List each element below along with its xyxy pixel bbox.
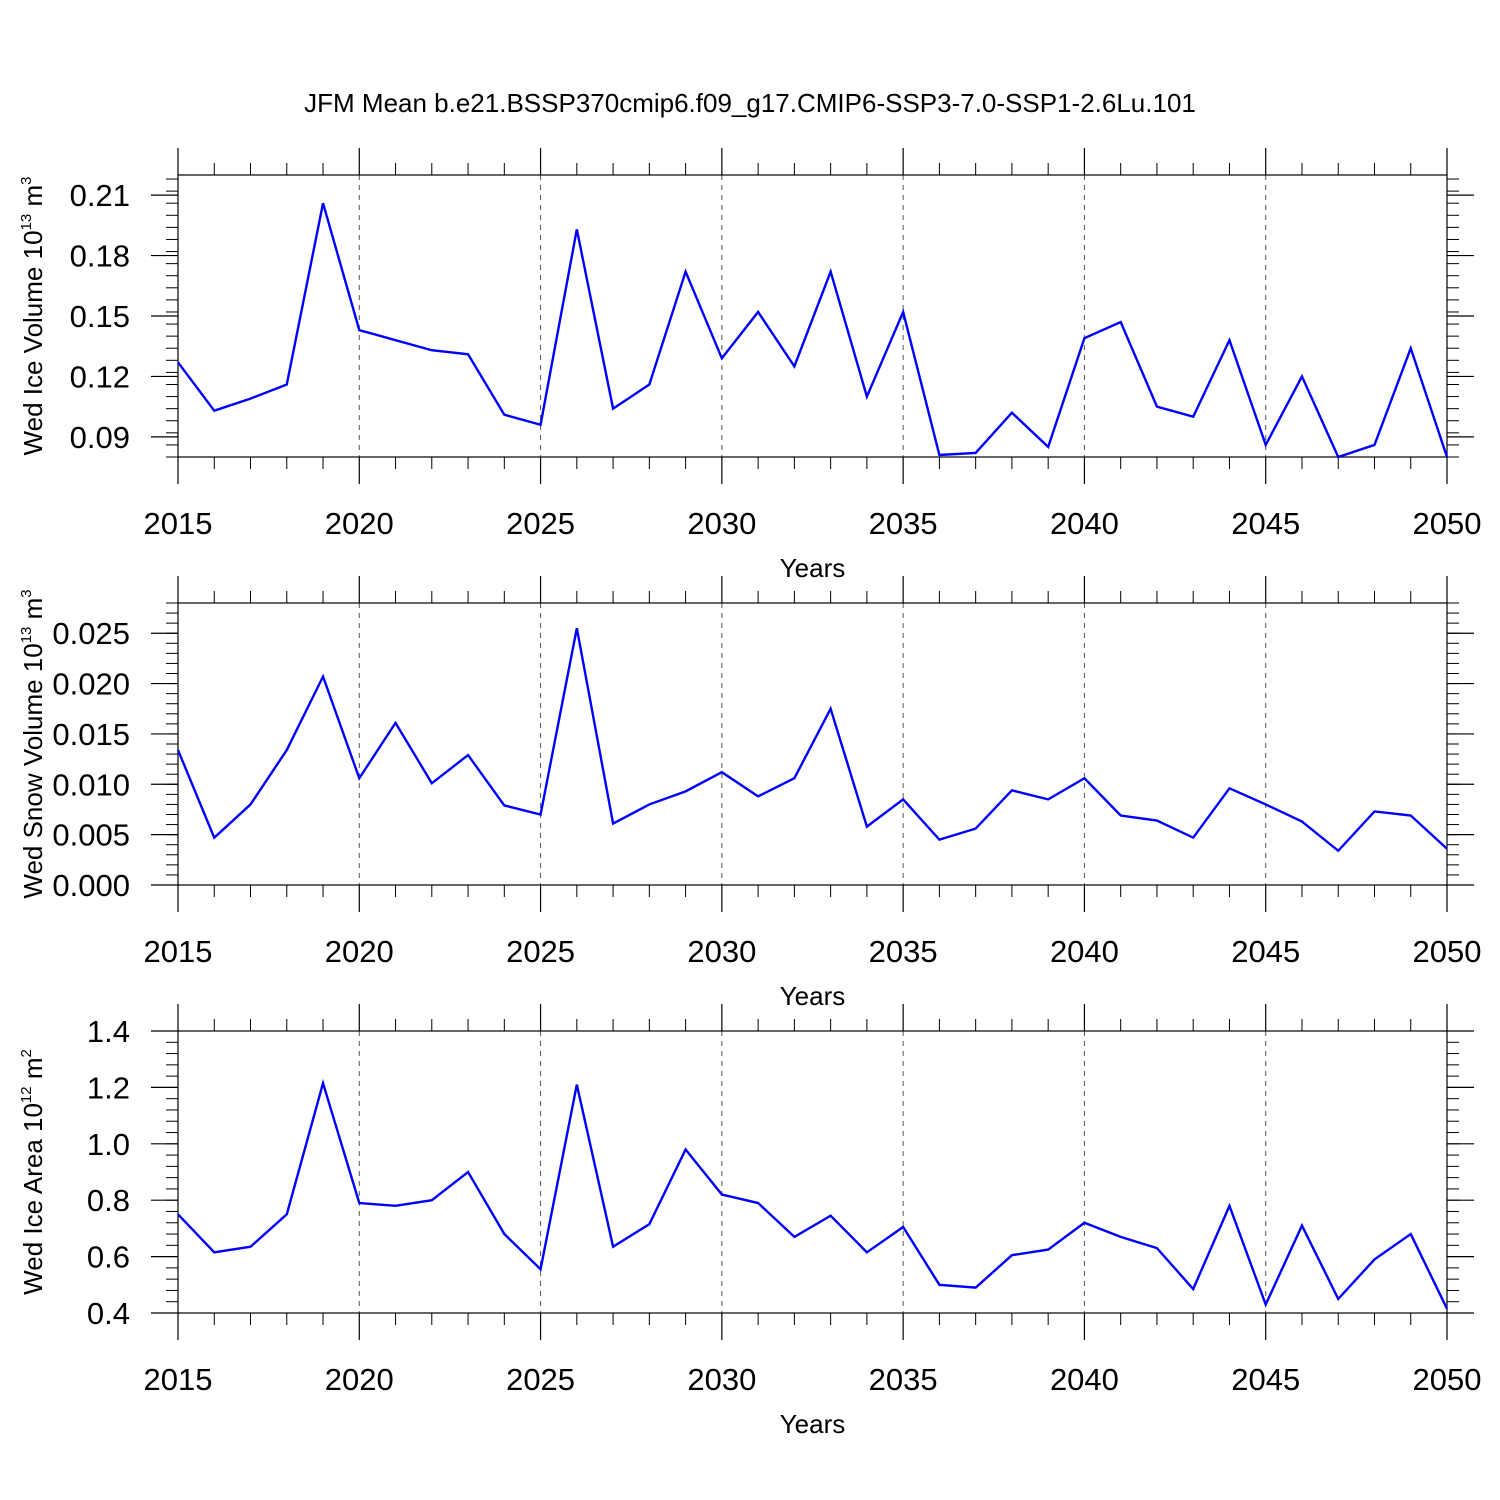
y-axis-label: Wed Ice Volume 1013 m3 <box>18 177 48 456</box>
y-tick-label: 0.8 <box>87 1183 130 1218</box>
x-tick-label: 2030 <box>687 506 756 541</box>
chart-title: JFM Mean b.e21.BSSP370cmip6.f09_g17.CMIP… <box>304 88 1196 118</box>
x-tick-label: 2050 <box>1413 1362 1482 1397</box>
x-tick-label: 2015 <box>144 934 213 969</box>
x-tick-label: 2050 <box>1413 934 1482 969</box>
x-tick-label: 2025 <box>506 506 575 541</box>
y-tick-label: 0.18 <box>70 239 130 274</box>
y-tick-label: 0.21 <box>70 178 130 213</box>
x-tick-label: 2045 <box>1231 934 1300 969</box>
x-tick-label: 2050 <box>1413 506 1482 541</box>
x-tick-label: 2015 <box>144 506 213 541</box>
y-tick-label: 0.15 <box>70 299 130 334</box>
y-tick-label: 0.4 <box>87 1296 130 1331</box>
chart-panel-3: 2015 2020 2025 2030 2035 2040 2045 2050 0.4 0.6 0.… <box>18 1004 1481 1439</box>
y-axis-label-exponent: 12 <box>18 1086 35 1103</box>
x-tick-label: 2030 <box>687 934 756 969</box>
x-tick-label: 2020 <box>325 506 394 541</box>
plot-frame <box>177 1030 1448 1314</box>
x-tick-label: 2040 <box>1050 1362 1119 1397</box>
y-tick-label: 0.010 <box>52 767 130 802</box>
y-tick-label: 0.6 <box>87 1240 130 1275</box>
y-tick-label: 0.09 <box>70 420 130 455</box>
y-axis-label-text: Wed Snow Volume 10 <box>18 643 48 898</box>
y-axis-label-exponent: 3 <box>18 177 35 185</box>
x-tick-label: 2040 <box>1050 934 1119 969</box>
y-tick-label: 1.4 <box>87 1014 130 1049</box>
data-line <box>176 627 1448 853</box>
y-axis-label-text: Wed Ice Area 10 <box>18 1103 48 1295</box>
y-axis-label-text: Wed Ice Volume 10 <box>18 230 48 455</box>
x-tick-label: 2020 <box>325 934 394 969</box>
y-tick-label: 1.0 <box>87 1127 130 1162</box>
y-axis-label-exponent: 3 <box>18 589 35 597</box>
y-axis-label-exponent: 13 <box>18 214 35 231</box>
data-line <box>177 202 1449 459</box>
y-axis-label: Wed Snow Volume 1013 m3 <box>18 589 48 898</box>
y-axis-label-text: m <box>18 598 48 627</box>
x-tick-label: 2015 <box>144 1362 213 1397</box>
x-axis-label: Years <box>780 981 846 1011</box>
y-axis-label: Wed Ice Area 1012 m2 <box>18 1049 48 1295</box>
x-tick-label: 2025 <box>506 1362 575 1397</box>
x-axis-label: Years <box>780 1409 846 1439</box>
panels: 2015 2020 2025 2030 2035 2040 2045 2050 0.09 0.12… <box>18 148 1481 1439</box>
y-axis-label-exponent: 2 <box>18 1049 35 1057</box>
chart-panel-1: 2015 2020 2025 2030 2035 2040 2045 2050 0.09 0.12… <box>18 148 1481 583</box>
y-tick-label: 0.000 <box>52 868 130 903</box>
chart-panel-2: 2015 2020 2025 2030 2035 2040 2045 2050 0.000 0.0… <box>18 576 1481 1011</box>
y-axis-label-text: m <box>18 1058 48 1087</box>
x-tick-label: 2030 <box>687 1362 756 1397</box>
x-tick-label: 2045 <box>1231 1362 1300 1397</box>
x-tick-label: 2035 <box>869 506 938 541</box>
y-tick-label: 1.2 <box>87 1070 130 1105</box>
x-tick-label: 2045 <box>1231 506 1300 541</box>
y-axis-label-text: m <box>18 185 48 214</box>
x-axis-label: Years <box>780 553 846 583</box>
y-tick-label: 0.12 <box>70 359 130 394</box>
y-tick-label: 0.025 <box>52 616 130 651</box>
y-tick-label: 0.015 <box>52 717 130 752</box>
data-line <box>177 1078 1449 1310</box>
y-axis-label-exponent: 13 <box>18 627 35 644</box>
x-tick-label: 2035 <box>869 1362 938 1397</box>
y-tick-label: 0.005 <box>52 818 130 853</box>
x-tick-label: 2025 <box>506 934 575 969</box>
x-tick-label: 2035 <box>869 934 938 969</box>
y-tick-label: 0.020 <box>52 667 130 702</box>
x-tick-label: 2040 <box>1050 506 1119 541</box>
x-tick-label: 2020 <box>325 1362 394 1397</box>
